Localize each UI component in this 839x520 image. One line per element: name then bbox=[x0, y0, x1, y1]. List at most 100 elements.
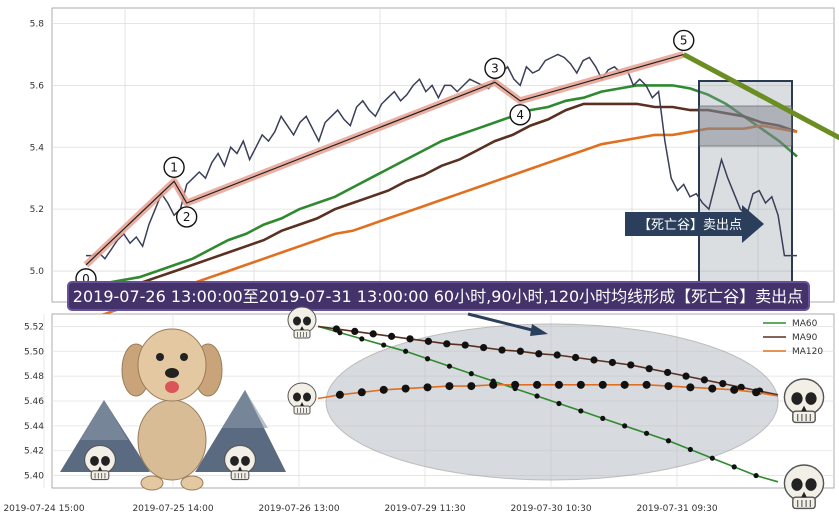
top-plot-frame bbox=[51, 7, 835, 303]
bottom-ma90-point bbox=[535, 350, 543, 358]
legend-label-ma60: MA60 bbox=[792, 319, 818, 329]
wave-marker bbox=[509, 104, 531, 126]
bottom-ma60-point bbox=[359, 336, 365, 342]
bottom-ma120-point bbox=[533, 380, 542, 389]
bottom-ma60-point bbox=[687, 446, 693, 453]
bottom-ma60-point bbox=[534, 393, 540, 399]
bottom-ma120-point bbox=[554, 380, 563, 389]
bottom-ma90-point bbox=[608, 358, 617, 367]
pointer-arrow-head bbox=[530, 324, 548, 336]
bottom-x-tick-label: 2019-07-30 10:30 bbox=[510, 504, 591, 514]
bottom-ma120-point bbox=[576, 380, 585, 389]
bottom-y-tick-label: 5.40 bbox=[24, 472, 44, 482]
bottom-y-tick-label: 5.52 bbox=[24, 322, 44, 332]
poodle-paw-left bbox=[140, 475, 164, 491]
wave-marker-label: 3 bbox=[491, 61, 499, 75]
bottom-ma120-point bbox=[620, 380, 629, 389]
bottom-ma90-point bbox=[682, 372, 690, 380]
bottom-ma90-point bbox=[406, 335, 414, 343]
skull-nose bbox=[801, 405, 807, 412]
wave-marker bbox=[163, 156, 185, 179]
bottom-ma90-point bbox=[719, 380, 727, 388]
skull-eye-right bbox=[805, 392, 817, 405]
skull-jaw bbox=[792, 410, 816, 424]
bottom-ma60-point bbox=[556, 400, 562, 407]
top-y-tick-label: 5.0 bbox=[30, 267, 45, 277]
bottom-ma120-point bbox=[423, 383, 432, 392]
bottom-ma60-point bbox=[709, 455, 715, 461]
bottom-ma90-point bbox=[516, 347, 525, 355]
bottom-ma120-point bbox=[445, 382, 454, 391]
bottom-ma90-point bbox=[737, 383, 745, 391]
skull-right-lower bbox=[783, 464, 825, 510]
skull-eye-left bbox=[791, 478, 803, 491]
poodle-head bbox=[137, 328, 207, 402]
signal-zone-box bbox=[698, 80, 793, 284]
bottom-ma120-line bbox=[317, 384, 779, 400]
bottom-ma120-point bbox=[752, 388, 761, 397]
bottom-ma90-point bbox=[553, 351, 561, 359]
skull-eye-left bbox=[90, 455, 99, 466]
bottom-ma60-point bbox=[753, 472, 759, 479]
bottom-y-tick-label: 5.44 bbox=[24, 422, 44, 432]
bottom-x-tick-label: 2019-07-29 11:30 bbox=[384, 504, 465, 514]
poodle-eye-left bbox=[156, 353, 164, 361]
bottom-ma120-point bbox=[357, 388, 366, 397]
skull-ma90-start bbox=[287, 306, 317, 339]
bottom-ma60-point bbox=[468, 371, 474, 377]
wave-marker-label: 5 bbox=[680, 33, 688, 47]
bottom-x-tick-label: 2019-07-24 15:00 bbox=[3, 504, 84, 514]
bottom-ma120-point bbox=[379, 385, 388, 394]
bottom-ma120-point bbox=[642, 380, 651, 389]
signal-zone-inner bbox=[698, 105, 793, 147]
bottom-ma90-point bbox=[443, 340, 451, 348]
bottom-ma60-point bbox=[403, 348, 409, 354]
skull-jaw bbox=[792, 496, 816, 510]
bottom-ma120-point bbox=[467, 382, 476, 391]
wave-marker-label: 2 bbox=[183, 210, 191, 224]
mountain-left-shade bbox=[80, 400, 128, 440]
top-y-tick-label: 5.6 bbox=[30, 81, 45, 91]
poodle-eye-right bbox=[180, 353, 188, 361]
top-ma120-line bbox=[85, 124, 798, 322]
bottom-y-tick-label: 5.50 bbox=[24, 347, 44, 357]
signal-banner-text: 2019-07-26 13:00:00至2019-07-31 13:00:00 … bbox=[73, 287, 803, 306]
poodle-body bbox=[137, 399, 207, 481]
bottom-ma60-point bbox=[578, 408, 584, 414]
bottom-y-tick-label: 5.46 bbox=[24, 397, 44, 407]
mountain-right bbox=[195, 390, 286, 472]
poodle-paw-right bbox=[180, 475, 204, 491]
bottom-ma120-point bbox=[335, 390, 344, 399]
skull-eye-right bbox=[303, 392, 311, 402]
wave-marker-label: 4 bbox=[516, 108, 524, 122]
top-ma90-line bbox=[85, 102, 798, 304]
bottom-ma60-point bbox=[622, 423, 628, 429]
skull-nose bbox=[300, 402, 304, 406]
bottom-ma90-point bbox=[424, 337, 432, 345]
wave-marker bbox=[673, 29, 695, 52]
signal-banner bbox=[67, 281, 810, 311]
bottom-ma60-point bbox=[600, 415, 606, 421]
bottom-ma90-point bbox=[498, 346, 506, 354]
skull-eye-left bbox=[293, 392, 301, 402]
bottom-ma90-point bbox=[664, 368, 672, 377]
bottom-y-tick-label: 5.42 bbox=[24, 447, 44, 457]
bottom-x-tick-label: 2019-07-25 14:00 bbox=[132, 504, 213, 514]
legend-label-ma120: MA120 bbox=[792, 347, 823, 357]
skull-eye-right bbox=[101, 455, 110, 466]
poodle-tongue bbox=[165, 381, 179, 393]
skull-right-upper bbox=[783, 378, 825, 424]
skull-eye-left bbox=[293, 316, 301, 326]
bottom-ma60-point bbox=[446, 363, 453, 369]
bottom-ma120-point bbox=[686, 383, 695, 392]
bottom-ma60-line bbox=[317, 325, 779, 483]
bottom-ma60-point bbox=[424, 356, 431, 362]
skull-eye-right bbox=[805, 478, 817, 491]
bottom-ma90-point bbox=[572, 353, 580, 362]
bottom-ma90-point bbox=[351, 327, 359, 335]
bottom-ma60-point bbox=[731, 464, 737, 470]
poodle-nose bbox=[165, 368, 179, 378]
wave-marker-label: 1 bbox=[170, 160, 178, 174]
skull-jaw bbox=[90, 470, 110, 481]
